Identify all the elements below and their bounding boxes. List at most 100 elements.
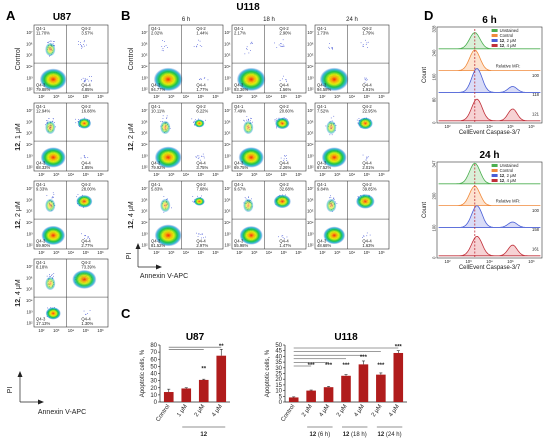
event-dot xyxy=(194,124,195,126)
event-dot xyxy=(274,120,276,122)
event-dot xyxy=(285,79,287,81)
density-late-apoptotic xyxy=(72,269,97,289)
y-axis-title: Count xyxy=(422,202,428,218)
trace-3 xyxy=(438,205,541,228)
mfi-value-3: 161 xyxy=(532,246,540,251)
x-tick-label: 10³ xyxy=(53,250,60,255)
event-dot xyxy=(76,196,77,198)
event-dot xyxy=(83,44,84,45)
event-dot xyxy=(250,50,251,51)
y-tick-label: 10² xyxy=(307,165,314,170)
event-dot xyxy=(286,81,287,82)
x-tick-label: 10² xyxy=(319,94,326,99)
quadrant-value-q1: 9.67% xyxy=(234,187,246,192)
x-tick-label: 10⁴ xyxy=(266,94,273,99)
row-label-u118-2: 12, 2 μM xyxy=(128,123,135,151)
category-label-2: 2 μM xyxy=(301,404,314,418)
event-dot xyxy=(245,198,247,200)
density-live xyxy=(154,224,182,247)
x-tick-label: 10² xyxy=(444,259,451,264)
event-dot xyxy=(84,238,85,239)
flow-plot-u118-3: Q4-11.73% Q4-21.79% Q4-394.58% Q4-41.91% 10²… xyxy=(307,24,390,99)
x-tick-label: 10⁶ xyxy=(97,250,104,255)
quadrant-label-q2: Q4-2 xyxy=(279,26,289,31)
event-dot xyxy=(201,46,203,47)
event-dot xyxy=(50,307,52,308)
y-tick-label: 10² xyxy=(224,87,231,92)
event-dot xyxy=(195,119,196,121)
x-tick-label: 10⁶ xyxy=(97,172,104,177)
y-tick-label: 10⁷ xyxy=(141,108,148,113)
event-dot xyxy=(80,157,82,159)
event-dot xyxy=(162,48,164,49)
event-dot xyxy=(83,81,85,83)
y-axis-title: Apoptotic cells, % xyxy=(140,349,146,397)
event-dot xyxy=(54,122,55,123)
y-arrow-head xyxy=(135,243,141,249)
event-dot xyxy=(283,158,285,160)
event-dot xyxy=(162,118,164,119)
y-tick-label: 10⁷ xyxy=(26,264,33,269)
x-tick-label: 10⁶ xyxy=(295,172,302,177)
x-tick-label: 10⁶ xyxy=(378,94,385,99)
x-tick-label: 10⁴ xyxy=(266,172,273,177)
x-axis-label: Annexin V-APC xyxy=(38,409,86,416)
event-dot xyxy=(162,40,163,41)
event-dot xyxy=(276,47,278,48)
row-label-u118-1: Control xyxy=(128,47,135,70)
event-dot xyxy=(363,236,365,237)
density-necrotic xyxy=(45,42,56,57)
panel-letter-a: A xyxy=(6,8,16,23)
x-tick-label: 10⁵ xyxy=(83,250,90,255)
event-dot xyxy=(84,80,85,82)
event-dot xyxy=(201,195,202,197)
event-dot xyxy=(194,120,195,122)
y-tick-label: 10⁶ xyxy=(26,41,33,46)
quadrant-label-q4: Q4-4 xyxy=(81,161,91,166)
event-dot xyxy=(286,158,287,159)
row-label-u87-4: 12, 4 μM xyxy=(15,279,22,307)
y-tick-label: 10⁵ xyxy=(26,53,33,58)
y-tick-label: 10⁶ xyxy=(224,197,231,202)
event-dot xyxy=(336,203,338,204)
event-dot xyxy=(369,234,371,236)
legend-swatch-2 xyxy=(491,34,498,37)
y-tick-label: 10³ xyxy=(224,153,231,158)
quadrant-label-q3: Q4-3 xyxy=(36,83,46,88)
histogram-6-h: 6 h 0 80 160 240 328 Count 10² 10³ 10⁴ 10⁵ 10⁶ CellE… xyxy=(422,15,543,136)
quadrant-label-q4: Q4-4 xyxy=(81,317,91,322)
event-dot xyxy=(201,233,203,235)
density-necrotic xyxy=(45,198,56,213)
quadrant-label-q2: Q4-2 xyxy=(81,26,91,31)
quadrant-value-q1: 7.49% xyxy=(234,109,246,114)
category-label-1: Control xyxy=(280,404,296,423)
y-tick-label: 160 xyxy=(432,73,437,81)
event-dot xyxy=(81,47,82,49)
event-dot xyxy=(197,236,199,237)
x-tick-label: 10³ xyxy=(334,250,341,255)
chart-title: U118 xyxy=(334,332,358,343)
event-dot xyxy=(84,81,86,83)
event-dot xyxy=(81,233,82,235)
event-dot xyxy=(82,77,84,79)
quadrant-label-q3: Q4-3 xyxy=(317,83,327,88)
flow-plot-u87-1: Q4-111.70% Q4-23.57% Q4-379.88% Q4-44.85% 10… xyxy=(26,24,109,99)
quadrant-label-q4: Q4-4 xyxy=(362,83,372,88)
event-dot xyxy=(286,236,288,238)
event-dot xyxy=(247,118,249,120)
event-dot xyxy=(83,41,85,43)
x-tick-label: 10⁴ xyxy=(266,250,273,255)
event-dot xyxy=(365,39,366,41)
group-label-1: 12 (6 h) xyxy=(310,432,331,438)
quadrant-value-q3: 94.77% xyxy=(151,87,165,92)
y-tick-label: 10³ xyxy=(26,309,33,314)
event-dot xyxy=(358,118,360,119)
event-dot xyxy=(53,273,55,274)
quadrant-label-q2: Q4-2 xyxy=(279,182,289,187)
density-late-apoptotic xyxy=(193,197,205,206)
event-dot xyxy=(199,40,201,42)
density-live xyxy=(39,68,67,91)
row-label-u118-3: 12, 4 μM xyxy=(128,201,135,229)
event-dot xyxy=(77,194,79,195)
